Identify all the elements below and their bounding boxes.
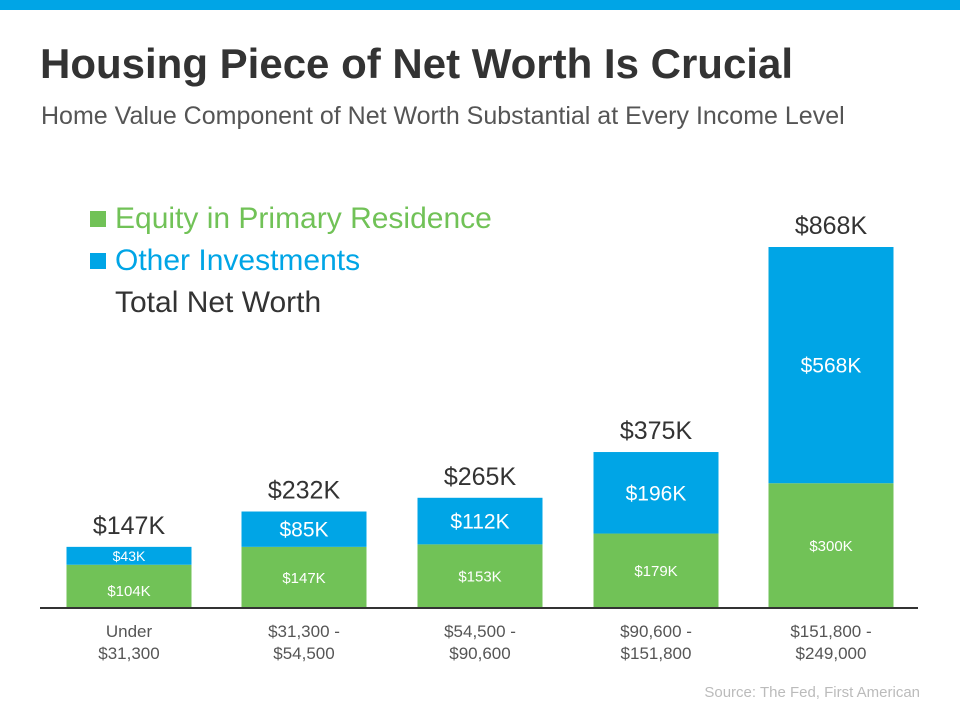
- source-note: Source: The Fed, First American: [704, 684, 920, 701]
- legend-item-other: Other Investments: [90, 240, 492, 282]
- total-label-3: $375K: [620, 417, 693, 445]
- bar-other-1: [241, 511, 367, 547]
- data-label-equity-2: $153K: [458, 569, 501, 586]
- data-label-equity-0: $104K: [107, 583, 150, 600]
- x-tick-label-2-1: $90,600: [449, 644, 510, 663]
- x-tick-label-3-1: $151,800: [621, 644, 692, 663]
- legend-item-equity: Equity in Primary Residence: [90, 198, 492, 240]
- bar-equity-4: [768, 483, 894, 608]
- legend-swatch-equity: [90, 211, 106, 227]
- total-label-1: $232K: [268, 477, 341, 505]
- data-label-other-3: $196K: [626, 482, 687, 505]
- legend-label-equity: Equity in Primary Residence: [115, 202, 492, 235]
- chart-title: Housing Piece of Net Worth Is Crucial: [40, 40, 794, 87]
- top-accent-bar: [0, 0, 960, 10]
- bar-equity-0: [66, 564, 192, 608]
- total-label-0: $147K: [93, 512, 166, 540]
- bar-equity-2: [417, 544, 543, 608]
- data-label-equity-3: $179K: [634, 563, 677, 580]
- legend: Equity in Primary Residence Other Invest…: [90, 198, 492, 324]
- legend-swatch-other: [90, 253, 106, 269]
- x-tick-label-1-1: $54,500: [273, 644, 334, 663]
- x-tick-label-0-0: Under: [106, 622, 153, 641]
- data-label-equity-4: $300K: [809, 538, 852, 555]
- data-label-other-1: $85K: [279, 519, 328, 542]
- bar-equity-3: [593, 533, 719, 608]
- legend-label-total: Total Net Worth: [115, 286, 322, 319]
- data-label-other-0: $43K: [113, 548, 146, 564]
- chart-subtitle: Home Value Component of Net Worth Substa…: [41, 102, 845, 130]
- x-tick-label-4-1: $249,000: [796, 644, 867, 663]
- x-tick-label-4-0: $151,800 -: [790, 622, 871, 641]
- total-label-2: $265K: [444, 463, 517, 491]
- legend-item-total: Total Net Worth: [90, 282, 492, 324]
- x-tick-label-3-0: $90,600 -: [620, 622, 692, 641]
- x-tick-label-1-0: $31,300 -: [268, 622, 340, 641]
- x-tick-label-2-0: $54,500 -: [444, 622, 516, 641]
- bar-other-4: [768, 247, 894, 484]
- bar-other-0: [66, 546, 192, 565]
- bar-other-2: [417, 497, 543, 545]
- data-label-other-4: $568K: [801, 355, 862, 378]
- x-tick-label-0-1: $31,300: [98, 644, 159, 663]
- bar-equity-1: [241, 546, 367, 608]
- data-label-equity-1: $147K: [282, 570, 325, 587]
- data-label-other-2: $112K: [450, 511, 509, 534]
- total-label-4: $868K: [795, 212, 868, 240]
- bar-other-3: [593, 452, 719, 534]
- legend-label-other: Other Investments: [115, 244, 361, 277]
